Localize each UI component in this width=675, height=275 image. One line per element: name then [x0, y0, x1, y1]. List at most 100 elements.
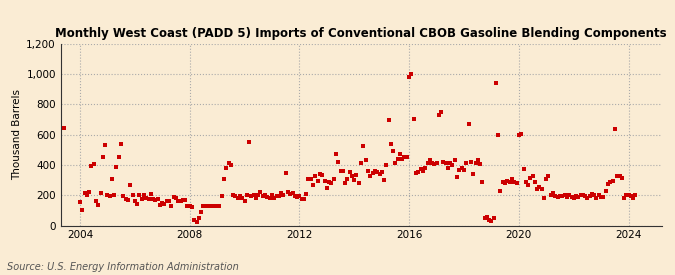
Point — [461, 161, 472, 166]
Point — [438, 160, 449, 164]
Point — [212, 204, 223, 208]
Point — [518, 167, 529, 171]
Point — [468, 172, 479, 176]
Point — [338, 169, 348, 173]
Point — [118, 194, 129, 198]
Point — [198, 204, 209, 208]
Point — [262, 195, 273, 199]
Point — [433, 113, 444, 117]
Point — [173, 199, 184, 204]
Point — [520, 179, 531, 184]
Point — [479, 216, 490, 220]
Point — [207, 204, 218, 208]
Point — [326, 181, 337, 185]
Point — [176, 199, 186, 204]
Point — [456, 166, 467, 170]
Point — [399, 155, 410, 159]
Point — [171, 195, 182, 200]
Point — [340, 181, 350, 185]
Point — [267, 193, 277, 197]
Point — [86, 164, 97, 168]
Point — [258, 194, 269, 198]
Point — [77, 207, 88, 212]
Point — [150, 197, 161, 202]
Point — [107, 177, 117, 181]
Point — [278, 193, 289, 197]
Y-axis label: Thousand Barrels: Thousand Barrels — [12, 89, 22, 180]
Point — [360, 158, 371, 162]
Point — [481, 215, 492, 219]
Point — [189, 218, 200, 222]
Point — [351, 173, 362, 177]
Point — [539, 195, 549, 200]
Point — [566, 195, 577, 199]
Point — [102, 193, 113, 197]
Point — [321, 186, 332, 191]
Point — [123, 197, 134, 202]
Point — [296, 197, 307, 201]
Point — [328, 177, 339, 182]
Point — [598, 195, 609, 199]
Point — [458, 168, 469, 172]
Point — [525, 176, 536, 180]
Point — [504, 180, 515, 185]
Point — [342, 177, 353, 181]
Point — [591, 195, 602, 200]
Point — [97, 155, 108, 160]
Point — [417, 169, 428, 173]
Point — [184, 204, 195, 208]
Point — [152, 197, 163, 201]
Point — [582, 195, 593, 200]
Point — [587, 191, 597, 196]
Point — [589, 193, 599, 197]
Point — [205, 204, 215, 208]
Text: Source: U.S. Energy Information Administration: Source: U.S. Energy Information Administ… — [7, 262, 238, 272]
Point — [219, 177, 230, 181]
Point — [130, 199, 140, 204]
Point — [536, 187, 547, 191]
Point — [493, 133, 504, 137]
Point — [138, 193, 149, 197]
Point — [84, 190, 95, 194]
Point — [450, 158, 460, 163]
Point — [186, 205, 197, 210]
Point — [605, 179, 616, 184]
Point — [246, 194, 256, 198]
Point — [301, 192, 312, 197]
Point — [315, 172, 325, 176]
Point — [255, 190, 266, 194]
Point — [534, 185, 545, 189]
Point — [408, 117, 419, 121]
Point — [168, 195, 179, 199]
Point — [115, 142, 126, 146]
Point — [445, 161, 456, 165]
Point — [308, 183, 319, 187]
Point — [182, 204, 193, 208]
Point — [616, 176, 627, 180]
Point — [470, 161, 481, 166]
Point — [145, 191, 156, 196]
Point — [381, 163, 392, 167]
Point — [628, 195, 639, 200]
Point — [550, 194, 561, 198]
Point — [440, 161, 451, 165]
Point — [463, 122, 474, 126]
Point — [466, 160, 477, 164]
Point — [429, 162, 440, 166]
Point — [427, 161, 437, 165]
Point — [573, 195, 584, 199]
Point — [495, 188, 506, 193]
Point — [362, 169, 373, 173]
Point — [93, 203, 104, 207]
Point — [269, 195, 279, 200]
Point — [265, 195, 275, 200]
Point — [502, 179, 513, 183]
Point — [120, 197, 131, 201]
Point — [486, 219, 497, 223]
Point — [59, 126, 70, 130]
Point — [413, 170, 424, 174]
Point — [232, 195, 243, 200]
Point — [367, 171, 378, 175]
Point — [134, 193, 145, 197]
Point — [242, 193, 252, 197]
